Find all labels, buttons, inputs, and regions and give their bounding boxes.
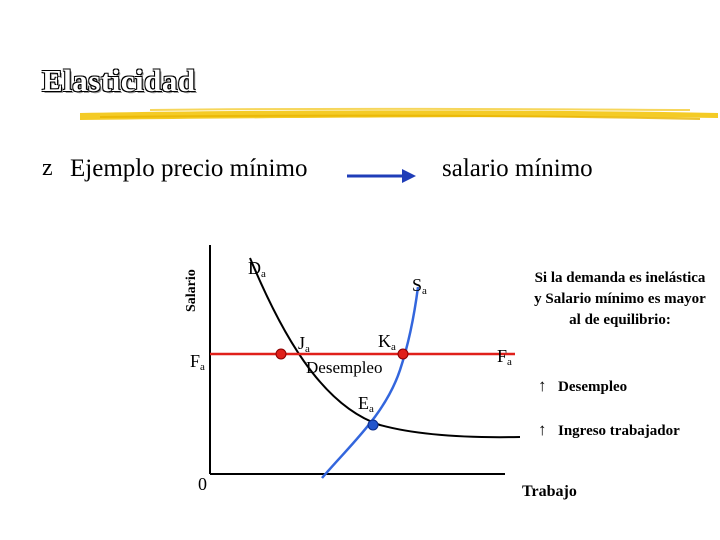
min-wage-label-left: Fa <box>190 351 205 373</box>
x-axis-label: Trabajo <box>522 483 577 500</box>
bullet-text-left: Ejemplo precio mínimo <box>70 155 308 182</box>
effect-label: Desempleo <box>558 379 628 395</box>
bullet-arrow <box>347 169 416 183</box>
demand-label: Da <box>248 258 266 280</box>
bullet-icon: z <box>42 155 53 181</box>
equilibrium-marker <box>367 419 379 431</box>
supply-label: Sa <box>412 275 427 297</box>
up-arrow-icon: ↑ <box>538 420 547 439</box>
effect-row: ↑ Desempleo <box>538 376 627 396</box>
point-k-marker <box>397 348 409 360</box>
slide-title: Elasticidad <box>42 63 196 98</box>
min-wage-label-right: Fa <box>497 346 512 368</box>
demand-curve <box>249 257 521 439</box>
unemployment-gap-label: Desempleo <box>306 358 383 377</box>
origin-label: 0 <box>198 474 207 494</box>
point-k-label: Ka <box>378 331 396 353</box>
point-j-label: Ja <box>298 333 310 355</box>
elasticity-note: Si la demanda es inelástica y Salario mí… <box>534 270 706 328</box>
equilibrium-label: Ea <box>358 393 374 415</box>
supply-curve <box>321 286 420 479</box>
y-axis-label: Salario <box>184 269 199 312</box>
effect-label: Ingreso trabajador <box>558 423 680 439</box>
title-underline <box>80 107 718 120</box>
effect-row: ↑ Ingreso trabajador <box>538 420 680 440</box>
bullet-text-right: salario mínimo <box>442 155 593 182</box>
up-arrow-icon: ↑ <box>538 376 547 395</box>
point-j-marker <box>275 348 287 360</box>
